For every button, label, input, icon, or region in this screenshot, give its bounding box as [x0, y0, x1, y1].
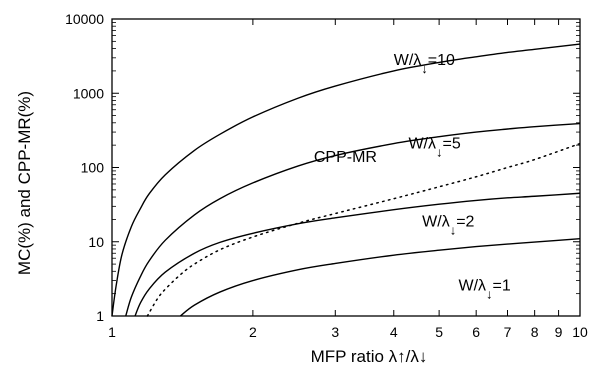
- curve-label-w-2: W/λ↓=2: [422, 214, 474, 238]
- x-tick-label: 5: [435, 324, 443, 340]
- tick-labels: 1 2 3 4 5 6 7 8 9 10 1 10 100 1000 10000: [65, 11, 588, 340]
- series-line-w-5: [125, 122, 581, 317]
- y-tick-label: 10000: [65, 11, 104, 27]
- y-tick-label: 100: [81, 160, 105, 176]
- x-tick-label: 9: [555, 324, 563, 340]
- x-tick-label: 1: [108, 324, 116, 340]
- series-line-cpp-mr: [146, 142, 581, 317]
- x-tick-label: 8: [531, 324, 539, 340]
- y-tick-label: 10: [88, 234, 104, 250]
- curves: [111, 43, 581, 317]
- curve-label-cpp-mr: CPP-MR: [314, 149, 377, 166]
- series-line-w-1: [179, 237, 581, 317]
- plot-frame: [111, 18, 581, 317]
- series-line-w-10: [111, 43, 581, 317]
- plot-area: [111, 18, 581, 317]
- curve-labels: W/λ↓=10 W/λ↓=5 CPP-MR W/λ↓=2 W/λ↓=1: [314, 52, 511, 302]
- curve-label-w-10: W/λ↓=10: [394, 52, 455, 76]
- series-line-w-2: [134, 192, 581, 317]
- x-tick-label: 7: [504, 324, 512, 340]
- y-tick-label: 1: [96, 308, 104, 324]
- x-tick-label: 10: [572, 324, 588, 340]
- x-tick-label: 6: [472, 324, 480, 340]
- curve-label-w-5: W/λ↓=5: [408, 136, 460, 160]
- y-tick-label: 1000: [73, 85, 104, 101]
- x-axis-title: MFP ratio λ↑/λ↓: [311, 347, 428, 366]
- x-tick-label: 2: [249, 324, 257, 340]
- axis-ticks: [111, 18, 581, 317]
- y-axis-title: MC(%) and CPP-MR(%): [15, 91, 34, 275]
- x-tick-label: 4: [390, 324, 398, 340]
- curve-label-w-1: W/λ↓=1: [458, 278, 510, 302]
- x-tick-label: 3: [331, 324, 339, 340]
